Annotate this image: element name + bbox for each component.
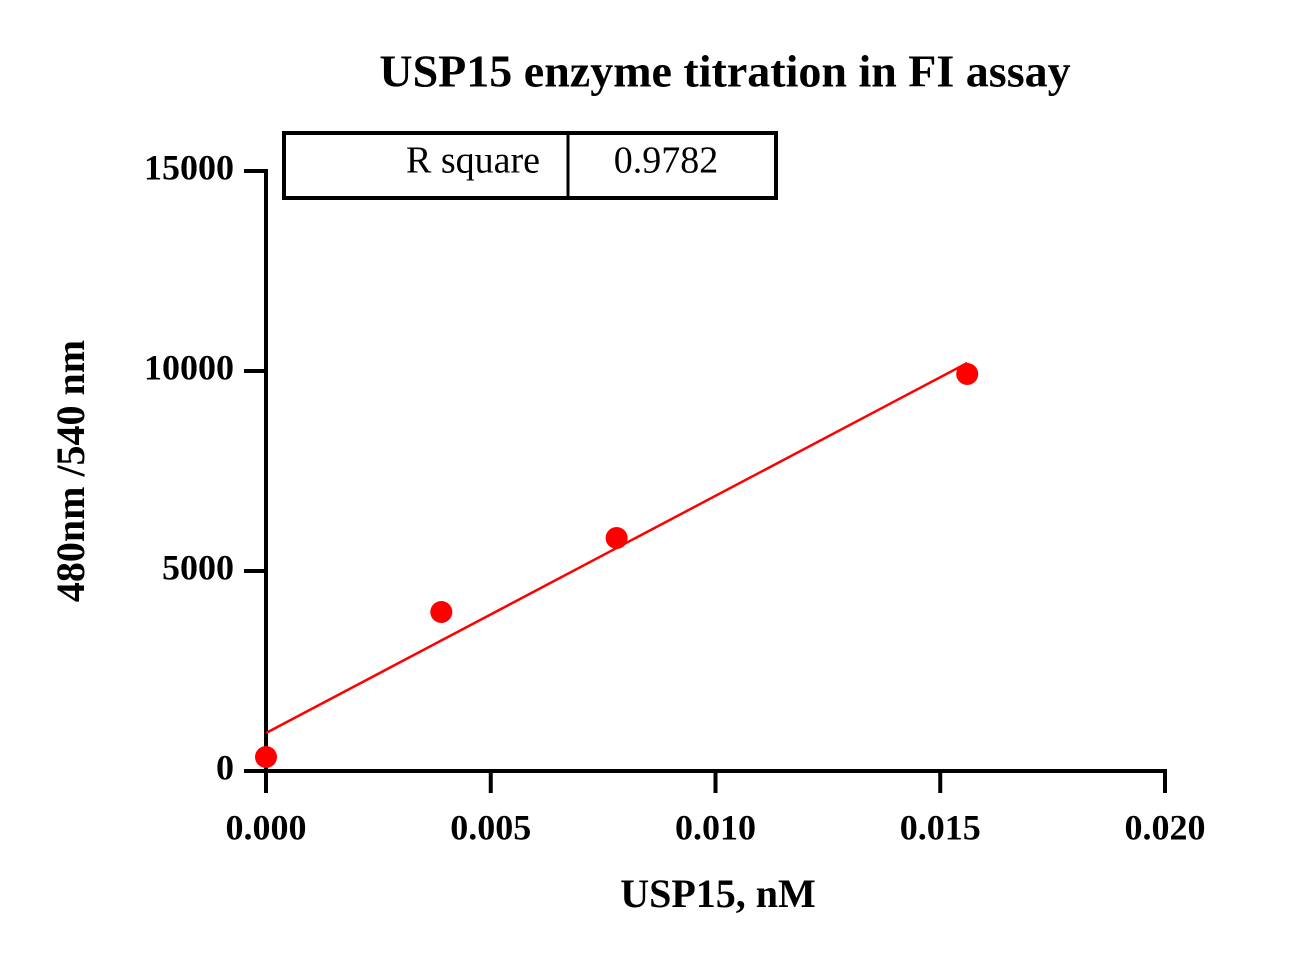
y-tick-label: 0 <box>216 747 234 787</box>
x-tick-label: 0.015 <box>900 807 981 847</box>
x-axis-label: USP15, nM <box>620 871 816 916</box>
table-value: 0.9782 <box>614 140 719 182</box>
x-tick-label: 0.000 <box>226 807 307 847</box>
data-point <box>605 527 628 549</box>
x-tick-label: 0.020 <box>1125 807 1206 847</box>
y-tick-label: 15000 <box>144 147 234 187</box>
y-tick-label: 5000 <box>162 547 234 587</box>
r-square-table: R square 0.9782 <box>282 131 778 200</box>
table-border <box>282 131 778 200</box>
data-point <box>255 746 277 768</box>
table-label: R square <box>406 140 540 182</box>
data-point <box>430 601 453 623</box>
x-tick-label: 0.005 <box>450 807 531 847</box>
y-tick-label: 10000 <box>144 347 234 387</box>
data-point <box>956 363 979 385</box>
chart-title: USP15 enzyme titration in FI assay <box>379 46 1070 97</box>
y-axis-label: 480nm /540 nm <box>48 340 93 602</box>
x-tick-label: 0.010 <box>675 807 756 847</box>
